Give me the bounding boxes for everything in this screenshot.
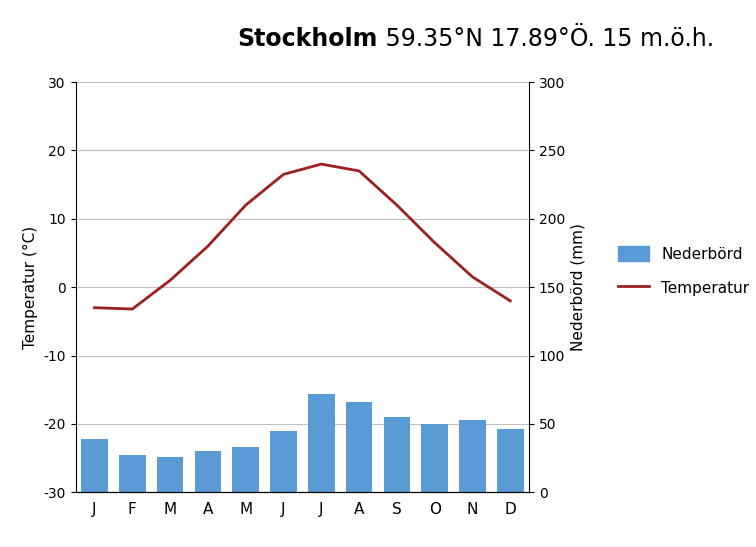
Text: 59.35°N 17.89°Ö. 15 m.ö.h.: 59.35°N 17.89°Ö. 15 m.ö.h. <box>378 27 714 51</box>
Bar <box>345 402 372 492</box>
Text: Stockholm: Stockholm <box>237 27 378 51</box>
Bar <box>82 439 107 492</box>
Legend: Nederbörd, Temperatur: Nederbörd, Temperatur <box>618 246 749 296</box>
Bar <box>497 429 523 492</box>
Y-axis label: Temperatur (°C): Temperatur (°C) <box>23 225 38 349</box>
Bar <box>421 424 448 492</box>
Bar <box>270 431 296 492</box>
Bar <box>232 447 259 492</box>
Bar <box>308 394 334 492</box>
Bar <box>459 420 485 492</box>
Bar <box>194 451 221 492</box>
Bar <box>156 457 183 492</box>
Bar <box>119 455 145 492</box>
Bar <box>383 417 410 492</box>
Y-axis label: Nederbörd (mm): Nederbörd (mm) <box>571 223 586 351</box>
